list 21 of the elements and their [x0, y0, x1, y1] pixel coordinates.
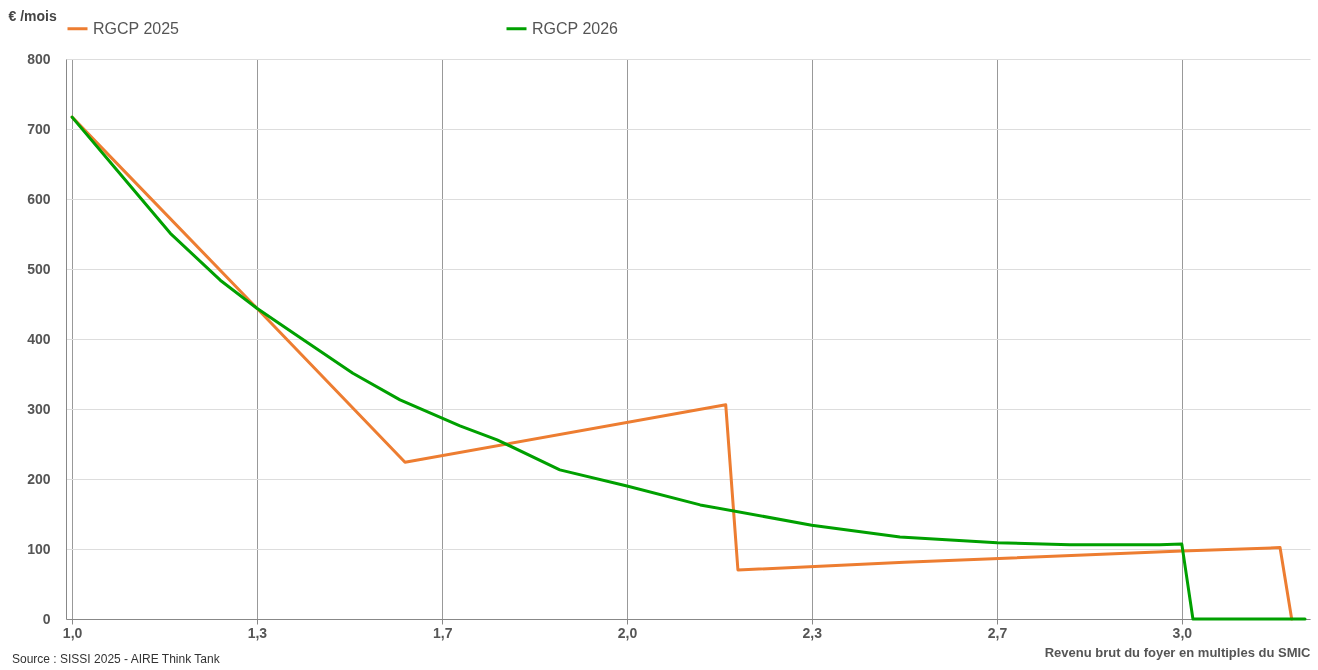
y-tick-label: 600 — [27, 190, 51, 207]
y-tick-label: 200 — [27, 470, 51, 487]
y-axis-title: € /mois — [8, 7, 57, 24]
legend-label: RGCP 2026 — [532, 19, 619, 37]
y-tick-label: 500 — [27, 260, 51, 277]
x-tick-label: 3,0 — [1172, 624, 1193, 641]
y-tick-label: 300 — [27, 400, 51, 417]
legend-label: RGCP 2025 — [93, 19, 180, 37]
x-tick-label: 2,7 — [987, 624, 1008, 641]
y-tick-label: 100 — [27, 540, 51, 557]
source-note: Source : SISSI 2025 - AIRE Think Tank — [12, 652, 220, 666]
y-tick-label: 400 — [27, 330, 51, 347]
x-tick-label: 1,7 — [432, 624, 453, 641]
x-axis-title: Revenu brut du foyer en multiples du SMIC — [1044, 644, 1312, 660]
x-tick-label: 1,3 — [247, 624, 268, 641]
x-tick-label: 1,0 — [62, 624, 83, 641]
y-tick-label: 0 — [42, 610, 51, 627]
x-tick-label: 2,3 — [802, 624, 823, 641]
y-tick-label: 800 — [27, 50, 51, 67]
x-tick-label: 2,0 — [617, 624, 638, 641]
y-tick-label: 700 — [27, 120, 51, 137]
